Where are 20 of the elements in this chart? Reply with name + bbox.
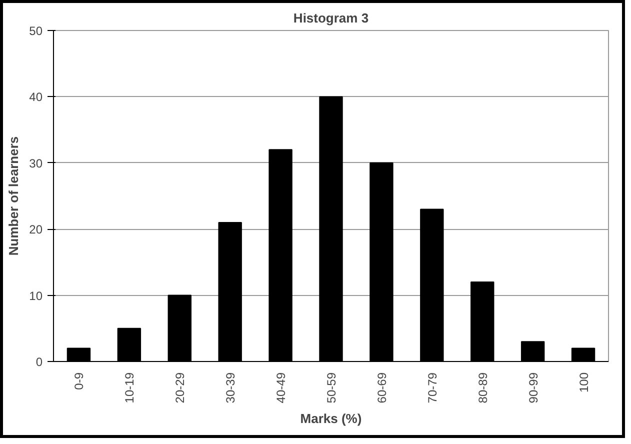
- y-tick-label: 0: [36, 355, 43, 369]
- y-tick-label: 40: [29, 90, 43, 104]
- x-tick-label: 0-9: [72, 372, 86, 390]
- x-tick-label: 10-19: [122, 372, 137, 404]
- x-tick-label: 40-49: [274, 372, 288, 404]
- y-tick-label: 10: [29, 288, 43, 303]
- x-tick-label: 20-29: [173, 372, 188, 404]
- x-tick-label: 50-59: [324, 372, 338, 404]
- x-tick-label: 60-69: [374, 372, 389, 404]
- x-tick-label: 100: [576, 372, 591, 393]
- y-tick-label: 50: [29, 24, 43, 38]
- x-tick-label: 80-89: [476, 372, 490, 404]
- x-axis-title: Marks (%): [300, 411, 362, 426]
- chart-title: Histogram 3: [293, 10, 369, 26]
- y-axis-title: Number of learners: [6, 136, 22, 256]
- y-tick-label: 20: [29, 222, 43, 237]
- x-tick-label: 30-39: [224, 372, 238, 404]
- x-tick-label: 90-99: [526, 372, 540, 404]
- y-tick-label: 30: [29, 156, 43, 170]
- x-tick-label: 70-79: [425, 372, 440, 404]
